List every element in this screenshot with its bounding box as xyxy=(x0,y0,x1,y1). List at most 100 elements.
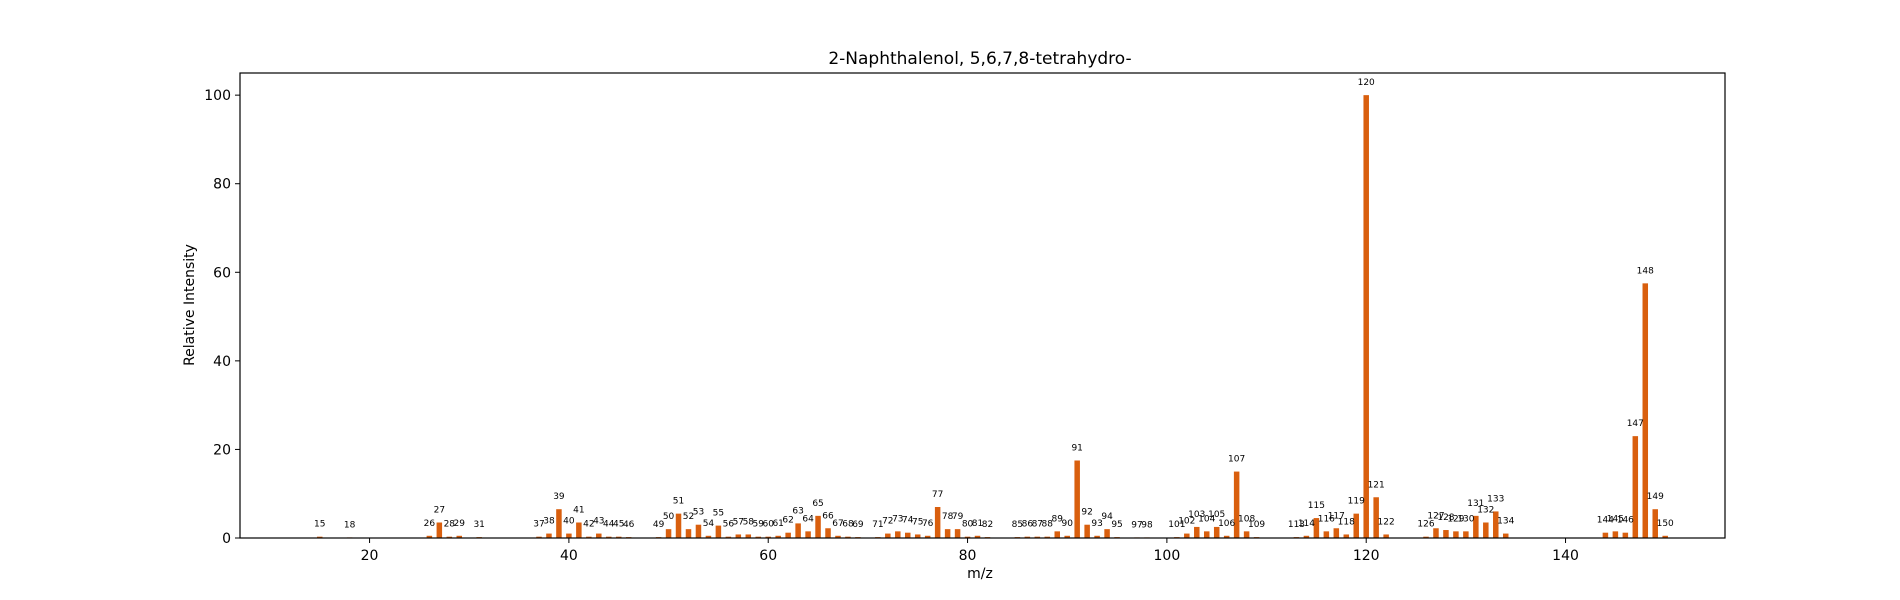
bar-mz-128 xyxy=(1443,530,1449,538)
bar-mz-78 xyxy=(944,529,951,538)
bar-mz-77 xyxy=(934,507,941,538)
y-axis-label: Relative Intensity xyxy=(182,244,198,366)
x-tick-label-40: 40 xyxy=(560,548,578,564)
peak-label-mz-79: 79 xyxy=(952,512,964,522)
bar-mz-144 xyxy=(1602,532,1609,538)
peak-label-mz-118: 118 xyxy=(1338,517,1355,527)
bar-mz-41 xyxy=(576,522,582,538)
bar-mz-76 xyxy=(924,535,931,538)
peak-label-mz-86: 86 xyxy=(1022,520,1034,530)
peak-label-mz-88: 88 xyxy=(1042,520,1054,530)
peak-label-mz-144: 144 xyxy=(1597,516,1614,526)
bar-mz-39 xyxy=(556,509,562,538)
peak-label-mz-80: 80 xyxy=(962,520,974,530)
peak-label-mz-45: 45 xyxy=(613,520,624,530)
bar-mz-64 xyxy=(805,531,811,538)
peak-label-mz-116: 116 xyxy=(1318,514,1335,524)
bar-mz-150 xyxy=(1662,535,1668,538)
bar-mz-58 xyxy=(745,534,752,538)
peak-label-mz-26: 26 xyxy=(424,519,436,529)
bar-mz-148 xyxy=(1642,283,1649,538)
bar-mz-132 xyxy=(1483,522,1489,538)
bar-mz-57 xyxy=(735,534,742,538)
peak-label-mz-97: 97 xyxy=(1131,520,1142,530)
peak-label-mz-103: 103 xyxy=(1188,510,1205,520)
bar-mz-147 xyxy=(1632,436,1639,538)
peak-label-mz-78: 78 xyxy=(942,512,954,522)
peak-label-mz-114: 114 xyxy=(1298,519,1315,529)
peak-label-mz-94: 94 xyxy=(1101,512,1113,522)
peak-label-mz-115: 115 xyxy=(1308,501,1325,511)
bar-mz-129 xyxy=(1453,531,1459,538)
bar-mz-15 xyxy=(316,536,323,538)
peak-label-mz-82: 82 xyxy=(982,520,993,530)
bar-mz-120 xyxy=(1363,95,1369,538)
peak-label-mz-52: 52 xyxy=(683,512,694,522)
peak-label-mz-101: 101 xyxy=(1168,520,1185,530)
peak-label-mz-39: 39 xyxy=(553,492,565,502)
peak-label-mz-57: 57 xyxy=(733,517,744,527)
y-tick-label-40: 40 xyxy=(213,354,231,370)
peak-label-mz-117: 117 xyxy=(1328,511,1345,521)
bar-mz-45 xyxy=(615,536,622,538)
bar-mz-127 xyxy=(1433,528,1439,538)
chart-title: 2-Naphthalenol, 5,6,7,8-tetrahydro- xyxy=(828,49,1131,69)
peak-label-mz-122: 122 xyxy=(1378,517,1395,527)
bar-mz-131 xyxy=(1473,515,1479,538)
bar-mz-79 xyxy=(954,529,961,538)
bar-mz-65 xyxy=(815,515,821,538)
bar-mz-63 xyxy=(795,523,801,538)
peak-label-mz-105: 105 xyxy=(1208,510,1225,520)
peak-label-mz-148: 148 xyxy=(1637,266,1654,276)
peak-label-mz-107: 107 xyxy=(1228,455,1245,465)
bar-mz-56 xyxy=(725,536,732,538)
peak-label-mz-27: 27 xyxy=(434,506,445,516)
bar-mz-29 xyxy=(456,535,463,538)
peak-label-mz-53: 53 xyxy=(693,508,704,518)
bar-mz-44 xyxy=(606,536,612,538)
bar-mz-90 xyxy=(1064,535,1070,538)
peak-label-mz-61: 61 xyxy=(772,519,783,529)
peak-label-mz-120: 120 xyxy=(1358,78,1375,88)
y-tick-label-100: 100 xyxy=(204,88,231,104)
peak-label-mz-76: 76 xyxy=(922,519,934,529)
peak-label-mz-131: 131 xyxy=(1467,499,1484,509)
bar-mz-102 xyxy=(1184,533,1190,538)
peak-label-mz-41: 41 xyxy=(573,506,584,516)
peak-label-mz-85: 85 xyxy=(1012,520,1023,530)
peak-label-mz-64: 64 xyxy=(802,514,814,524)
bar-mz-43 xyxy=(596,533,602,538)
peak-label-mz-18: 18 xyxy=(344,520,356,530)
peak-label-mz-50: 50 xyxy=(663,512,675,522)
peak-label-mz-46: 46 xyxy=(623,520,635,530)
bar-mz-116 xyxy=(1323,531,1330,538)
bar-mz-50 xyxy=(665,529,672,538)
peak-label-mz-129: 129 xyxy=(1447,514,1464,524)
bar-mz-92 xyxy=(1084,524,1090,538)
peak-label-mz-51: 51 xyxy=(673,497,684,507)
peak-label-mz-62: 62 xyxy=(782,516,793,526)
bar-mz-67 xyxy=(835,535,841,538)
bar-mz-145 xyxy=(1612,531,1619,538)
bar-mz-26 xyxy=(426,535,433,538)
bar-mz-73 xyxy=(895,531,901,538)
peak-label-mz-43: 43 xyxy=(593,517,604,527)
bar-mz-94 xyxy=(1104,529,1110,538)
y-tick-label-80: 80 xyxy=(213,177,231,193)
bar-mz-52 xyxy=(685,529,692,538)
bar-mz-66 xyxy=(825,528,831,538)
y-axis-ticks: 0 20 40 60 80 100 xyxy=(204,88,240,547)
peak-label-mz-92: 92 xyxy=(1081,508,1092,518)
bar-mz-126 xyxy=(1423,536,1429,538)
bar-mz-149 xyxy=(1652,509,1658,538)
bar-mz-106 xyxy=(1223,535,1230,538)
peak-label-mz-71: 71 xyxy=(872,520,883,530)
peak-label-mz-77: 77 xyxy=(932,490,943,500)
peak-label-mz-132: 132 xyxy=(1477,506,1494,516)
bar-mz-130 xyxy=(1463,531,1469,538)
peak-label-mz-98: 98 xyxy=(1141,520,1153,530)
bars-group xyxy=(316,95,1668,538)
peak-label-mz-93: 93 xyxy=(1091,519,1102,529)
